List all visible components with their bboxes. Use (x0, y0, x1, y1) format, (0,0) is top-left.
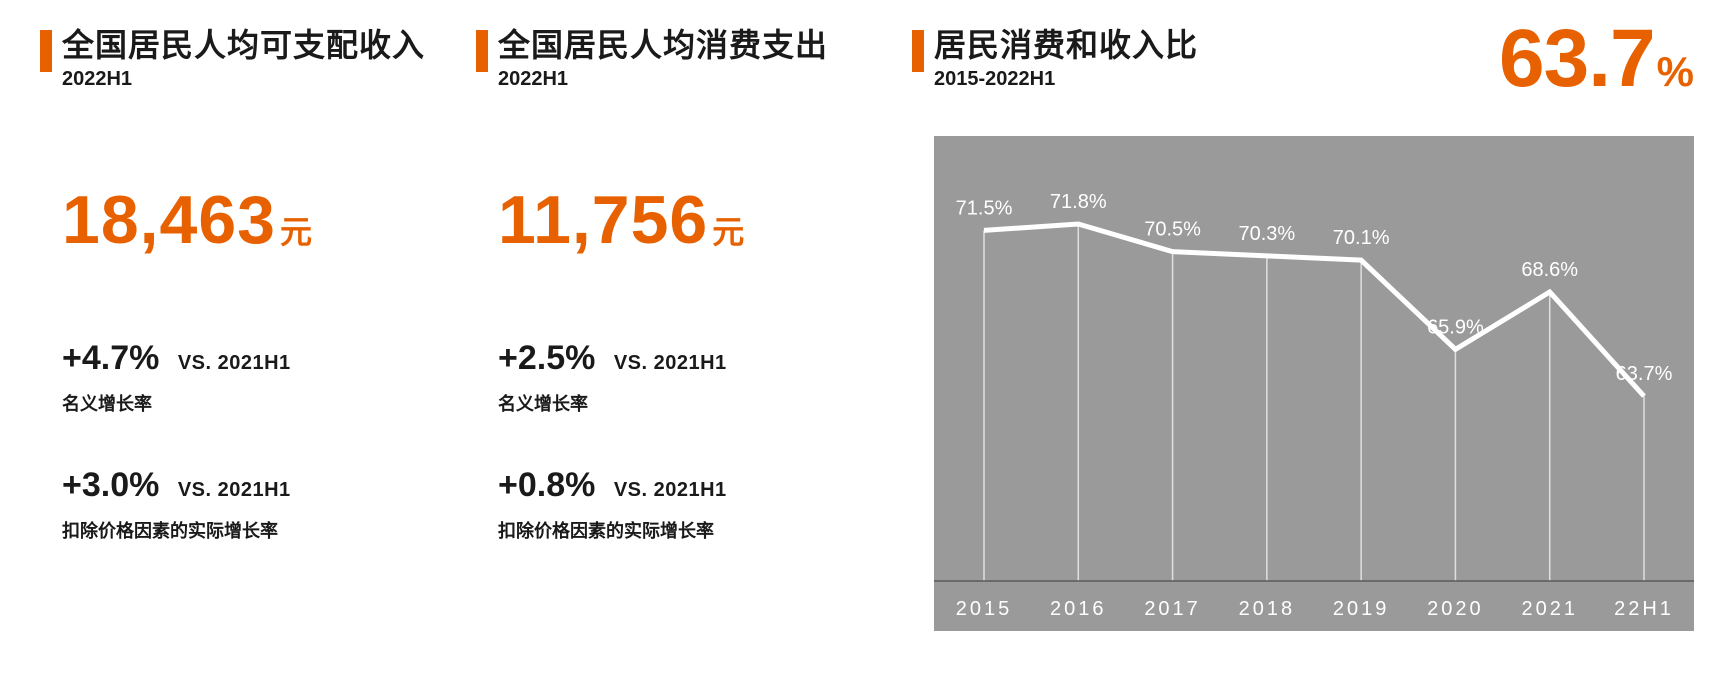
svg-text:65.9%: 65.9% (1427, 316, 1484, 338)
panel-spending: 全国居民人均消费支出 2022H1 11,756元 +2.5% VS. 2021… (476, 20, 902, 657)
spend-number: 11,756 (498, 182, 708, 258)
panel-title: 居民消费和收入比 (934, 20, 1198, 66)
svg-text:71.5%: 71.5% (956, 197, 1013, 219)
svg-text:71.8%: 71.8% (1050, 191, 1107, 213)
accent-bar (476, 30, 488, 72)
svg-text:2015: 2015 (956, 598, 1013, 620)
metric-vs: VS. 2021H1 (614, 479, 727, 501)
ratio-header: 居民消费和收入比 2015-2022H1 63.7% (934, 20, 1694, 106)
svg-text:70.3%: 70.3% (1238, 223, 1295, 245)
ratio-title-block: 居民消费和收入比 2015-2022H1 (934, 20, 1198, 91)
chart-svg: 71.5% 71.8% 70.5% 70.3% 70.1% 65.9% 68.6% 63.7%… (934, 136, 1694, 631)
ratio-headline-unit: % (1657, 48, 1694, 95)
income-unit: 元 (280, 214, 312, 250)
spend-metric-real: +0.8% VS. 2021H1 扣除价格因素的实际增长率 (498, 466, 902, 543)
income-number: 18,463 (62, 182, 276, 258)
svg-text:70.1%: 70.1% (1333, 227, 1390, 249)
ratio-line-chart: 71.5% 71.8% 70.5% 70.3% 70.1% 65.9% 68.6% 63.7%… (934, 136, 1694, 631)
metric-label: 扣除价格因素的实际增长率 (62, 517, 466, 543)
metric-pct: +0.8% (498, 466, 595, 504)
metric-label: 扣除价格因素的实际增长率 (498, 517, 902, 543)
ratio-headline: 63.7% (1499, 12, 1694, 106)
income-value: 18,463元 (62, 181, 466, 259)
metric-label: 名义增长率 (62, 390, 466, 416)
svg-text:2018: 2018 (1239, 598, 1296, 620)
panel-income: 全国居民人均可支配收入 2022H1 18,463元 +4.7% VS. 202… (40, 20, 466, 657)
metric-pct: +3.0% (62, 466, 159, 504)
panel-title: 全国居民人均消费支出 (498, 20, 902, 66)
svg-text:68.6%: 68.6% (1521, 259, 1578, 281)
panel-title: 全国居民人均可支配收入 (62, 20, 466, 66)
income-metric-nominal: +4.7% VS. 2021H1 名义增长率 (62, 339, 466, 416)
metric-pct: +4.7% (62, 339, 159, 377)
spend-unit: 元 (712, 214, 744, 250)
svg-text:22H1: 22H1 (1614, 598, 1674, 620)
ratio-headline-value: 63.7 (1499, 13, 1655, 104)
svg-text:2020: 2020 (1427, 598, 1484, 620)
spend-metric-nominal: +2.5% VS. 2021H1 名义增长率 (498, 339, 902, 416)
svg-text:2016: 2016 (1050, 598, 1107, 620)
metric-vs: VS. 2021H1 (178, 479, 291, 501)
dashboard-container: 全国居民人均可支配收入 2022H1 18,463元 +4.7% VS. 202… (40, 20, 1694, 657)
metric-line: +2.5% VS. 2021H1 (498, 339, 902, 378)
metric-line: +0.8% VS. 2021H1 (498, 466, 902, 505)
metric-label: 名义增长率 (498, 390, 902, 416)
svg-text:2017: 2017 (1144, 598, 1201, 620)
metric-vs: VS. 2021H1 (614, 352, 727, 374)
metric-line: +3.0% VS. 2021H1 (62, 466, 466, 505)
svg-text:63.7%: 63.7% (1616, 363, 1673, 385)
metric-pct: +2.5% (498, 339, 595, 377)
svg-text:70.5%: 70.5% (1144, 219, 1201, 241)
panel-ratio: 居民消费和收入比 2015-2022H1 63.7% 71.5% 71.8% 70.… (912, 20, 1694, 657)
metric-vs: VS. 2021H1 (178, 352, 291, 374)
accent-bar (912, 30, 924, 72)
spend-value: 11,756元 (498, 181, 902, 259)
panel-subtitle: 2022H1 (498, 68, 902, 91)
income-metric-real: +3.0% VS. 2021H1 扣除价格因素的实际增长率 (62, 466, 466, 543)
svg-text:2019: 2019 (1333, 598, 1390, 620)
panel-subtitle: 2015-2022H1 (934, 68, 1198, 91)
accent-bar (40, 30, 52, 72)
metric-line: +4.7% VS. 2021H1 (62, 339, 466, 378)
panel-subtitle: 2022H1 (62, 68, 466, 91)
svg-text:2021: 2021 (1521, 598, 1578, 620)
